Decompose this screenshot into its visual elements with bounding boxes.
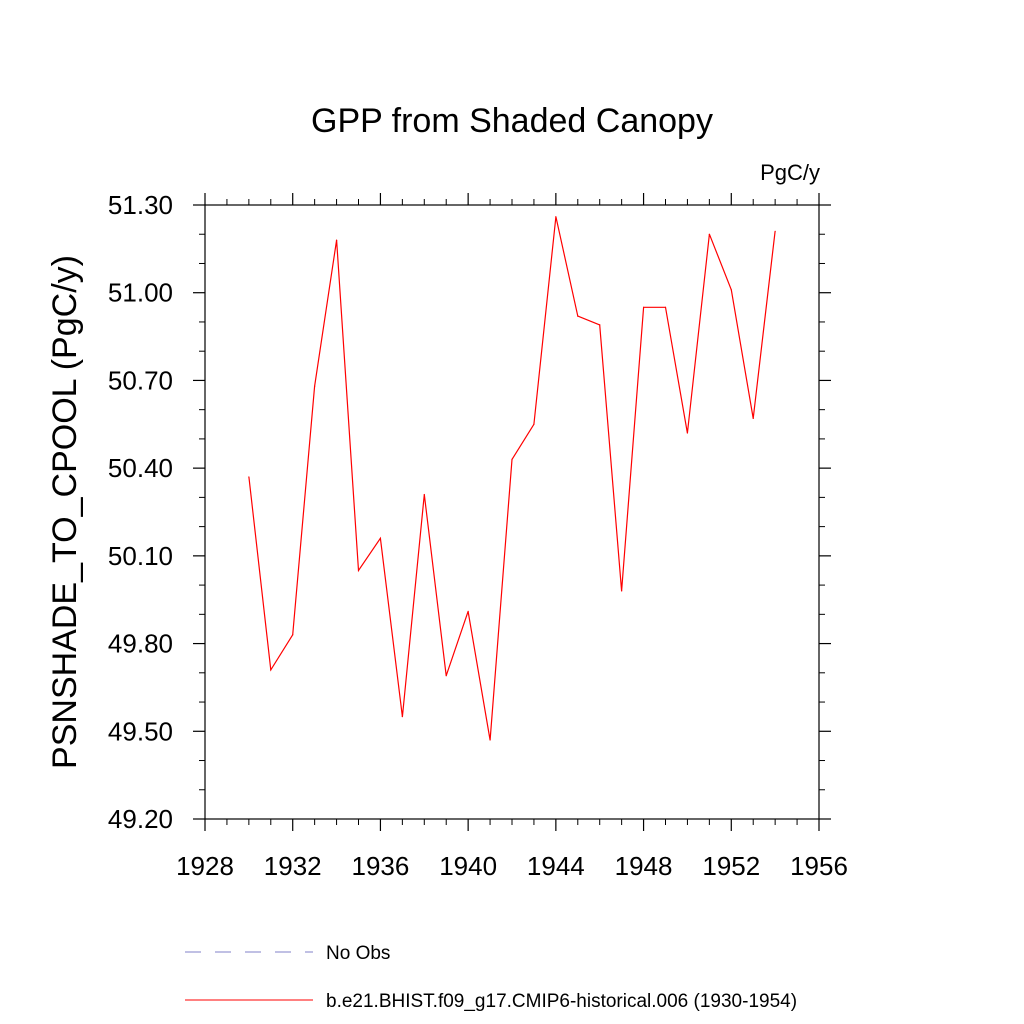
x-tick-label: 1956 xyxy=(790,851,848,881)
y-tick-label: 49.50 xyxy=(108,716,173,746)
y-tick-label: 51.00 xyxy=(108,278,173,308)
data-point xyxy=(555,216,557,218)
data-point xyxy=(335,239,338,241)
axis-ticks: 1928 1932 1936 1940 1944 1948 1952 1956 49.20 49.… xyxy=(108,190,848,881)
data-point xyxy=(489,739,491,741)
y-tick-label: 50.10 xyxy=(108,541,173,571)
data-point xyxy=(642,306,645,308)
x-tick-label: 1944 xyxy=(527,851,585,881)
y-tick-label: 51.30 xyxy=(108,190,173,220)
data-point xyxy=(248,476,250,478)
x-tick-label: 1932 xyxy=(264,851,322,881)
y-tick-label: 49.80 xyxy=(108,629,173,659)
data-point xyxy=(423,493,425,496)
data-point xyxy=(664,306,667,308)
data-point xyxy=(379,537,382,539)
units-label: PgC/y xyxy=(760,160,820,185)
data-point xyxy=(270,669,272,671)
data-point xyxy=(445,675,447,677)
data-point xyxy=(292,634,294,636)
data-point xyxy=(577,315,579,317)
x-tick-label: 1952 xyxy=(702,851,760,881)
legend: No Obs b.e21.BHIST.f09_g17.CMIP6-historic… xyxy=(185,943,797,1012)
data-point xyxy=(774,230,776,232)
data-point xyxy=(730,289,732,291)
series-lines xyxy=(248,216,776,741)
data-point xyxy=(599,324,601,326)
data-point xyxy=(511,458,513,460)
x-tick-label: 1940 xyxy=(439,851,497,881)
x-tick-label: 1928 xyxy=(176,851,234,881)
x-tick-label: 1948 xyxy=(615,851,673,881)
data-point xyxy=(533,423,535,425)
data-point xyxy=(314,385,316,387)
series-line xyxy=(248,216,776,741)
legend-label: b.e21.BHIST.f09_g17.CMIP6-historical.006… xyxy=(326,991,797,1012)
x-tick-label: 1936 xyxy=(352,851,410,881)
y-tick-label: 50.40 xyxy=(108,453,173,483)
y-axis-label: PSNSHADE_TO_CPOOL (PgC/y) xyxy=(46,255,84,769)
data-point xyxy=(357,569,360,572)
y-tick-label: 50.70 xyxy=(108,365,173,395)
y-tick-label: 49.20 xyxy=(108,804,173,834)
data-point xyxy=(708,233,710,235)
data-point xyxy=(686,432,689,434)
legend-label: No Obs xyxy=(326,943,390,964)
plot-frame xyxy=(204,204,820,820)
chart-title: GPP from Shaded Canopy xyxy=(311,102,713,140)
data-point xyxy=(467,610,469,613)
data-point xyxy=(752,417,754,420)
data-point xyxy=(401,716,403,718)
data-point xyxy=(621,590,623,592)
